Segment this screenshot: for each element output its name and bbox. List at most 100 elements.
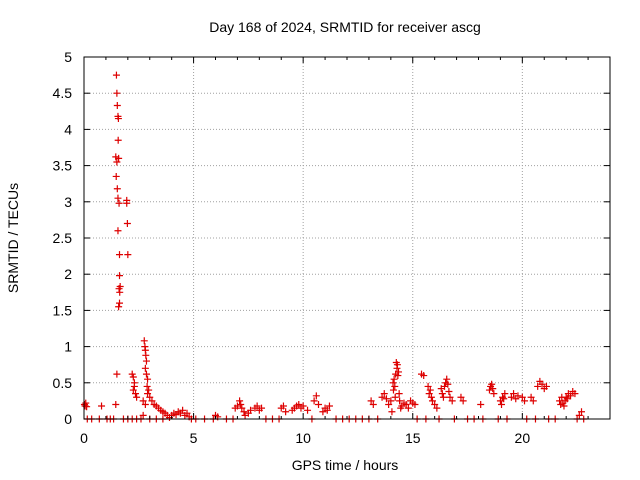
data-point (575, 411, 583, 419)
data-point (431, 401, 439, 409)
data-point (282, 408, 290, 416)
x-tick-label: 5 (190, 430, 198, 446)
data-point (485, 386, 493, 394)
data-point (310, 397, 318, 405)
data-point (114, 136, 122, 144)
data-point (385, 401, 393, 409)
data-point (490, 390, 498, 398)
y-tick-label: 0.5 (53, 375, 73, 391)
data-point (145, 386, 153, 394)
data-point (390, 375, 398, 383)
data-point (578, 408, 586, 416)
data-point (141, 364, 149, 372)
data-point (477, 401, 485, 409)
data-point (139, 411, 147, 419)
y-tick-label: 3.5 (53, 158, 73, 174)
x-tick-label: 10 (295, 430, 311, 446)
data-point (459, 397, 467, 405)
data-point (404, 404, 412, 412)
data-point (114, 115, 122, 123)
data-point (179, 406, 187, 414)
data-point (420, 372, 428, 380)
data-point (183, 409, 191, 417)
data-points (80, 71, 588, 423)
data-point (534, 382, 542, 390)
data-point (112, 172, 120, 180)
data-point (123, 199, 131, 207)
data-point (542, 382, 550, 390)
data-point (389, 379, 397, 387)
data-point (428, 397, 436, 405)
y-tick-label: 4.5 (53, 85, 73, 101)
y-axis-label: SRMTID / TECUs (5, 183, 21, 293)
data-point (233, 402, 241, 410)
data-point (113, 370, 121, 378)
data-point (498, 401, 506, 409)
data-point (240, 408, 248, 416)
x-tick-label: 0 (80, 430, 88, 446)
data-point (129, 386, 137, 394)
data-point (112, 71, 120, 79)
data-point (378, 393, 386, 401)
data-point (247, 406, 255, 414)
data-point (116, 283, 124, 291)
data-point (448, 397, 456, 405)
data-point (457, 393, 465, 401)
data-point (238, 404, 246, 412)
data-point (115, 303, 123, 311)
data-point (142, 357, 150, 365)
data-point (391, 382, 399, 390)
chart-title: Day 168 of 2024, SRMTID for receiver asc… (209, 19, 481, 35)
data-point (395, 390, 403, 398)
data-point (323, 406, 331, 414)
data-point (142, 351, 150, 359)
data-point (380, 390, 388, 398)
data-point (82, 399, 90, 407)
x-tick-label: 20 (515, 430, 531, 446)
data-point (567, 392, 575, 400)
data-point (521, 397, 529, 405)
data-point (114, 227, 122, 235)
y-tick-label: 0 (64, 411, 72, 427)
data-point (113, 102, 121, 110)
data-point (402, 401, 410, 409)
data-point (396, 397, 404, 405)
data-point (538, 380, 546, 388)
y-tick-label: 2.5 (53, 230, 73, 246)
data-point (395, 368, 403, 376)
data-point (295, 401, 303, 409)
data-point (489, 385, 497, 393)
data-point (130, 382, 138, 390)
data-point (237, 401, 245, 409)
data-point (427, 393, 435, 401)
data-point (142, 370, 150, 378)
data-point (514, 392, 522, 400)
data-point (115, 154, 123, 162)
data-point (141, 401, 149, 409)
data-point (439, 393, 447, 401)
data-point (129, 373, 137, 381)
data-point (319, 408, 327, 416)
data-point (304, 406, 312, 414)
data-point (488, 380, 496, 388)
data-point (518, 393, 526, 401)
data-point (143, 382, 151, 390)
data-point (325, 402, 333, 410)
data-point (113, 158, 121, 166)
data-point (148, 397, 156, 405)
data-point (389, 386, 397, 394)
data-point (499, 393, 507, 401)
data-point (116, 251, 124, 259)
data-point (299, 402, 307, 410)
data-point (393, 361, 401, 369)
data-point (394, 372, 402, 380)
data-point (279, 402, 287, 410)
data-point (411, 401, 419, 409)
data-point (387, 397, 395, 405)
data-point (507, 393, 515, 401)
y-tick-label: 1 (64, 339, 72, 355)
data-point (312, 392, 320, 400)
data-point (444, 380, 452, 388)
data-point (253, 402, 261, 410)
